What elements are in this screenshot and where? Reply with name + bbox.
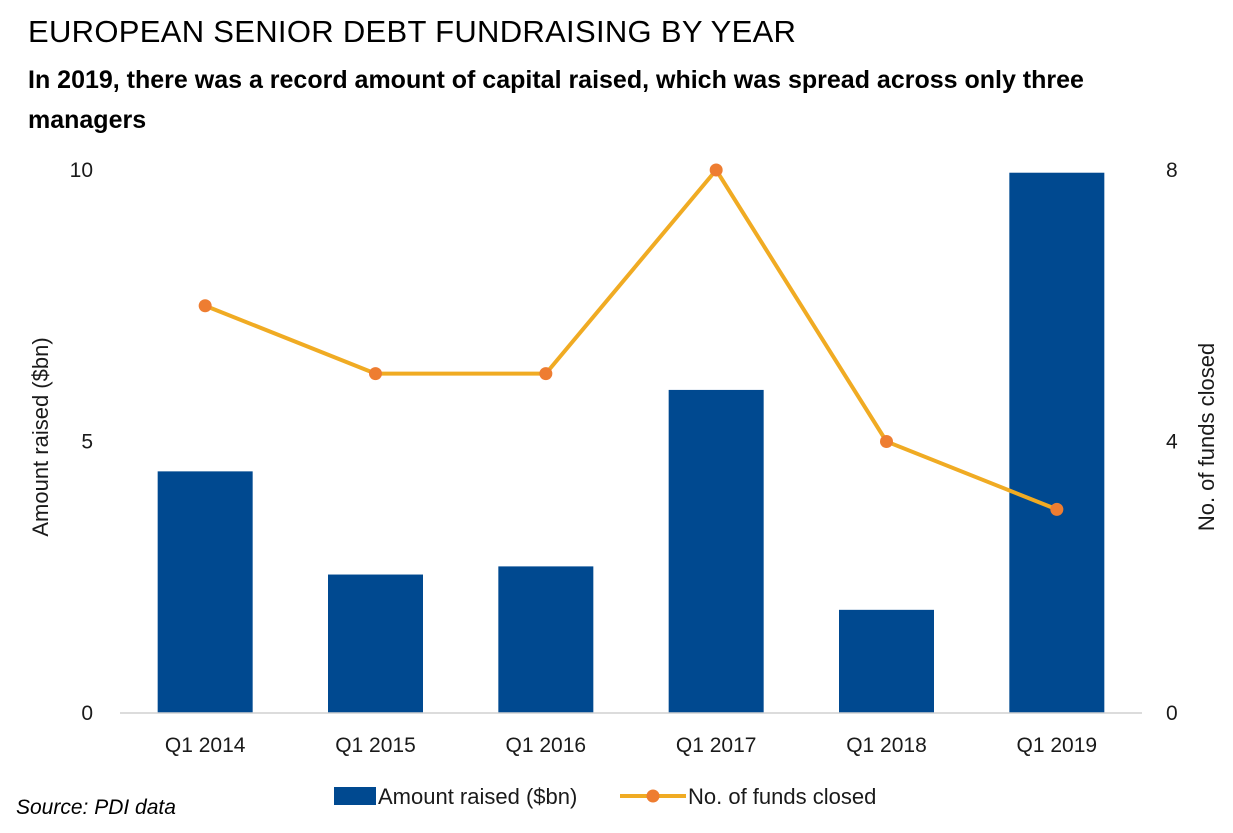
y2-tick-label: 8 bbox=[1166, 159, 1178, 182]
bars-layer bbox=[157, 172, 1105, 714]
y-axis-title: Amount raised ($bn) bbox=[28, 337, 53, 536]
funds-closed-point-q1-2014 bbox=[198, 299, 212, 313]
funds-closed-line bbox=[204, 168, 1058, 512]
bar-q1-2014 bbox=[157, 471, 253, 713]
ticks-layer: Q1 2014 Q1 2015 Q1 2016 Q1 2017 Q1 2018 Q1 20… bbox=[70, 159, 1178, 757]
x-tick-label: Q1 2015 bbox=[335, 734, 416, 757]
x-tick-label: Q1 2016 bbox=[506, 734, 587, 757]
source-note: Source: PDI data bbox=[16, 796, 176, 819]
x-tick-label: Q1 2018 bbox=[846, 734, 927, 757]
bar-q1-2019 bbox=[1009, 172, 1105, 714]
x-tick-label: Q1 2019 bbox=[1017, 734, 1098, 757]
legend-line-label: No. of funds closed bbox=[688, 784, 876, 809]
x-tick-label: Q1 2017 bbox=[676, 734, 757, 757]
x-tick-label: Q1 2014 bbox=[165, 734, 246, 757]
bar-q1-2018 bbox=[839, 609, 934, 713]
funds-closed-point-q1-2016 bbox=[539, 367, 553, 381]
funds-closed-point-q1-2018 bbox=[880, 435, 893, 448]
legend: Amount raised ($bn) No. of funds closed bbox=[334, 784, 876, 809]
legend-line-marker bbox=[646, 789, 660, 803]
y-tick-label: 5 bbox=[81, 431, 93, 454]
y2-axis-title: No. of funds closed bbox=[1194, 343, 1219, 531]
bar-q1-2016 bbox=[498, 566, 594, 713]
funds-closed-point-q1-2017 bbox=[709, 163, 723, 177]
legend-bar-label: Amount raised ($bn) bbox=[378, 784, 577, 809]
bar-q1-2017 bbox=[668, 389, 764, 713]
funds-closed-point-q1-2015 bbox=[369, 367, 382, 381]
line-layer bbox=[198, 163, 1064, 516]
y2-tick-label: 4 bbox=[1166, 431, 1178, 454]
chart-title: EUROPEAN SENIOR DEBT FUNDRAISING BY YEAR bbox=[28, 14, 797, 49]
bar-q1-2015 bbox=[328, 574, 423, 713]
y2-tick-label: 0 bbox=[1166, 702, 1178, 725]
chart-subtitle: In 2019, there was a record amount of ca… bbox=[28, 66, 1084, 134]
funds-closed-point-q1-2019 bbox=[1050, 502, 1064, 516]
y-tick-label: 0 bbox=[81, 702, 93, 725]
y-tick-label: 10 bbox=[70, 159, 93, 182]
legend-bar-swatch bbox=[334, 787, 376, 805]
